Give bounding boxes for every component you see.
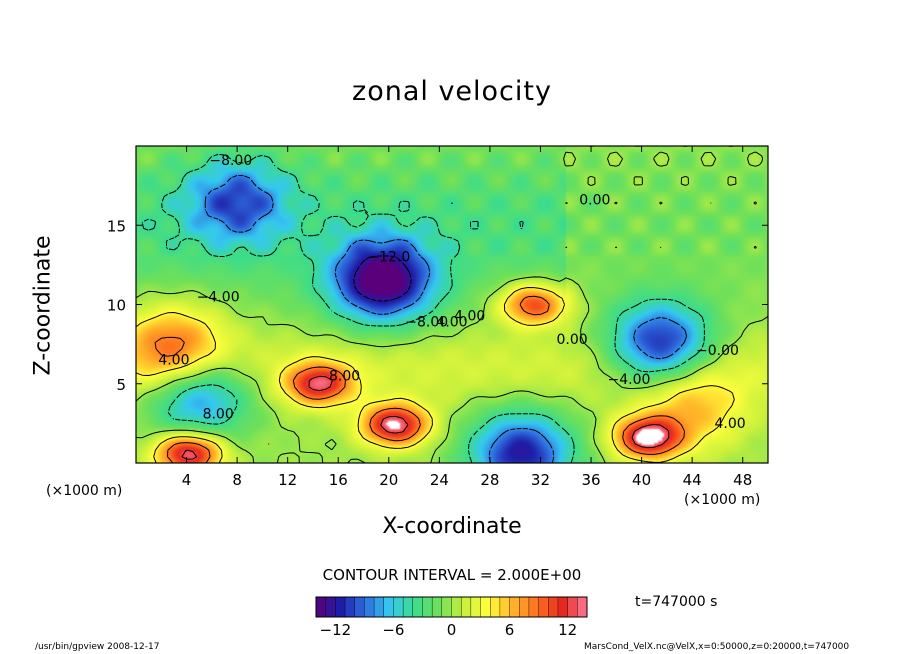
colorbar-band	[344, 596, 356, 618]
contour-label: 4.00	[454, 308, 485, 324]
colorbar-frame	[315, 596, 588, 618]
x-tick-label: 28	[480, 471, 499, 489]
contour-level-neg8	[204, 175, 687, 463]
contour-label: 4.00	[158, 353, 189, 369]
contour-label: 4.00	[714, 416, 745, 432]
colorbar-band	[538, 596, 549, 618]
x-axis-ticks: 4 8 12 16 20 24 28 32 36 40 44 48	[182, 146, 752, 489]
colorbar-band	[315, 596, 327, 618]
x-tick-label: 12	[278, 471, 297, 489]
x-tick-label: 40	[632, 471, 651, 489]
colorbar-band	[557, 596, 569, 618]
heatmap-image	[136, 146, 768, 463]
time-label: t=747000 s	[635, 594, 718, 610]
colorbar-band	[460, 596, 472, 618]
plot-area: −8.00−12.0−8.004.004.00−4.004.008.008.00…	[136, 146, 768, 463]
y-axis-ticks: 5 10 15	[107, 217, 768, 394]
x-tick-label: 4	[182, 471, 192, 489]
colorbar-band	[470, 596, 482, 618]
contour-label: −4.00	[197, 289, 240, 305]
colorbar-band	[431, 596, 443, 618]
x-axis-unit-left: (×1000 m)	[46, 483, 123, 499]
contour-level-12	[181, 375, 670, 460]
contour-level-8	[154, 295, 685, 463]
colorbar-band	[441, 596, 453, 618]
contour-lines	[136, 146, 768, 463]
colorbar-band	[577, 596, 588, 618]
colorbar-band	[373, 596, 385, 618]
x-tick-label: 20	[379, 471, 398, 489]
x-tick-label: 32	[531, 471, 550, 489]
contour-level-neg12	[353, 255, 412, 302]
x-tick-label: 16	[329, 471, 348, 489]
y-tick-label: 5	[116, 376, 126, 394]
colorbar-band	[451, 596, 462, 618]
contour-label: −8.00	[209, 153, 252, 169]
colorbar-band	[364, 596, 375, 618]
colorbar-tick-label: 0	[447, 621, 457, 639]
colorbar-band	[335, 596, 346, 618]
colorbar-band	[480, 596, 491, 618]
contour-label: 0.00	[556, 332, 587, 348]
x-axis-label: X-coordinate	[382, 514, 522, 539]
footer-program-date: /usr/bin/gpview 2008-12-17	[35, 642, 160, 652]
colorbar: −12 −6 0 6 12	[315, 596, 588, 639]
colorbar-tick-label: 12	[558, 621, 577, 639]
colorbar-band	[519, 596, 530, 618]
colorbar-band	[422, 596, 433, 618]
contour-label: −0.00	[696, 343, 739, 359]
x-tick-label: 36	[581, 471, 600, 489]
y-tick-label: 15	[107, 217, 126, 235]
footer-data-source: MarsCond_VelX.nc@VelX,x=0:50000,z=0:2000…	[584, 642, 850, 652]
contour-label: 8.00	[329, 369, 360, 385]
colorbar-tick-label: −12	[320, 621, 352, 639]
colorbar-band	[490, 596, 501, 618]
contour-interval-text: CONTOUR INTERVAL = 2.000E+00	[322, 566, 582, 584]
colorbar-band	[393, 596, 404, 618]
colorbar-band	[509, 596, 520, 618]
x-tick-label: 24	[430, 471, 449, 489]
contour-label: 8.00	[203, 407, 234, 423]
colorbar-tick-label: 6	[505, 621, 515, 639]
contour-level-4	[136, 287, 735, 463]
x-tick-label: 8	[232, 471, 242, 489]
contour-label: 4.00	[436, 315, 467, 331]
contour-level-neg4	[141, 153, 705, 463]
colorbar-band	[548, 596, 559, 618]
y-tick-label: 10	[107, 297, 126, 315]
colorbar-band	[383, 596, 394, 618]
contour-label: −4.00	[608, 372, 651, 388]
colorbar-band	[412, 596, 423, 618]
colorbar-band	[567, 596, 578, 618]
colorbar-tick-label: −6	[382, 621, 404, 639]
chart-title: zonal velocity	[352, 76, 552, 107]
contour-level-0	[136, 146, 768, 463]
colorbar-band	[402, 596, 414, 618]
contour-labels: −8.00−12.0−8.004.004.00−4.004.008.008.00…	[158, 153, 745, 432]
contour-label: −12.0	[367, 250, 410, 266]
x-tick-label: 44	[683, 471, 702, 489]
colorbar-band	[325, 596, 336, 618]
colorbar-band	[354, 596, 365, 618]
x-tick-label: 48	[733, 471, 752, 489]
contour-label: −8.00	[405, 315, 448, 331]
colorbar-band	[499, 596, 511, 618]
colorbar-band	[528, 596, 540, 618]
x-axis-unit-right: (×1000 m)	[684, 492, 761, 508]
contour-label: 0.00	[579, 193, 610, 209]
